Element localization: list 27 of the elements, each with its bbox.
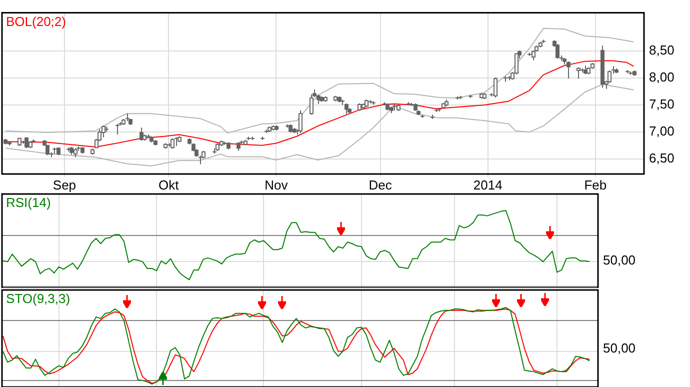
y-tick-label: 8,50 (649, 42, 674, 58)
x-tick-label: Nov (264, 177, 288, 192)
text: 50,00 (603, 340, 636, 356)
candlestick (298, 110, 302, 134)
chart-title: STO(9,3,3) (6, 291, 70, 306)
candlestick (74, 148, 78, 158)
chart-title: RSI(14) (6, 195, 51, 210)
candlestick (576, 66, 580, 80)
candlestick (566, 60, 570, 80)
x-tick-label: Okt (158, 177, 180, 192)
y-tick-label: 6,50 (649, 150, 674, 166)
y-tick-label: 7,00 (649, 124, 674, 139)
y-tick-label: 8,00 (649, 70, 674, 85)
x-tick-label: Dec (368, 177, 392, 192)
candlestick (344, 102, 348, 115)
candlestick (115, 123, 120, 136)
candlestick (494, 76, 498, 98)
y-tick-label: 7,50 (649, 96, 674, 112)
x-tick-label: Feb (584, 177, 607, 192)
x-tick-label: 2014 (473, 177, 502, 192)
chart-title: BOL(20;2) (6, 14, 66, 29)
x-tick-label: Sep (52, 177, 76, 192)
text: 50,00 (603, 252, 636, 268)
candlestick (102, 124, 106, 138)
candlestick (310, 94, 314, 116)
candlestick (556, 44, 560, 60)
candlestick (170, 138, 174, 150)
